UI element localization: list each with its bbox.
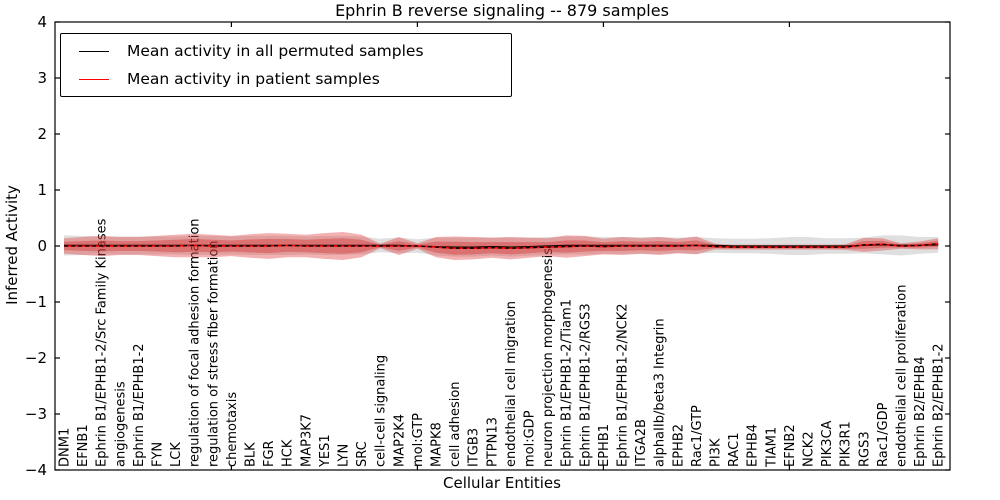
x-category-label: Ephrin B1/EPHB1-2/Tiam1 <box>560 299 575 467</box>
x-category-label: NCK2 <box>802 431 817 467</box>
x-category-label: Ephrin B2/EPHB4 <box>913 356 928 467</box>
x-category-label: PTPN13 <box>485 417 500 467</box>
x-category-label: RGS3 <box>857 431 872 467</box>
x-category-label: Ephrin B1/EPHB1-2/Src Family Kinases <box>95 218 110 467</box>
x-category-label: TIAM1 <box>764 427 779 468</box>
x-category-label: EPHB4 <box>746 424 761 467</box>
x-category-label: LYN <box>337 444 352 467</box>
legend-entry-permuted: Mean activity in all permuted samples <box>75 40 511 62</box>
y-tick-label: 1 <box>37 181 47 199</box>
x-category-label: SRC <box>355 441 370 467</box>
x-category-label: Rac1/GTP <box>690 405 705 467</box>
x-category-label: YES1 <box>318 434 333 468</box>
x-category-label: neuron projection morphogenesis <box>541 248 556 467</box>
x-category-label: Ephrin B1/EPHB1-2/RGS3 <box>578 303 593 467</box>
x-category-label: cell-cell signaling <box>374 355 389 467</box>
legend: Mean activity in all permuted samples Me… <box>60 33 512 97</box>
x-category-label: endothelial cell migration <box>504 301 519 467</box>
x-category-label: chemotaxis <box>225 392 240 467</box>
x-category-label: EFNB1 <box>76 424 91 467</box>
x-category-label: EPHB1 <box>597 424 612 467</box>
x-category-label: FGR <box>262 440 277 467</box>
chart-title: Ephrin B reverse signaling -- 879 sample… <box>335 1 669 20</box>
y-tick-label: 4 <box>37 13 47 31</box>
dashed-overlay-line <box>64 243 939 249</box>
y-axis-title: Inferred Activity <box>3 185 21 305</box>
x-category-label: regulation of focal adhesion formation <box>188 218 203 467</box>
permuted-line-swatch-icon <box>79 50 109 52</box>
x-category-label: EFNB2 <box>783 424 798 467</box>
x-category-label: FYN <box>151 442 166 467</box>
x-category-label: regulation of stress fiber formation <box>206 240 221 467</box>
y-tick-label: 3 <box>37 69 47 87</box>
x-category-label: DNM1 <box>58 428 73 467</box>
x-category-label: BLK <box>244 442 259 467</box>
x-category-label: EPHB2 <box>671 424 686 467</box>
y-tick-label: −1 <box>25 293 47 311</box>
x-category-label: Ephrin B1/EPHB1-2 <box>132 343 147 467</box>
y-tick-label: −2 <box>25 349 47 367</box>
patient-line-swatch-icon <box>79 78 109 80</box>
y-tick-label: 0 <box>37 237 47 255</box>
legend-entry-patient: Mean activity in patient samples <box>75 68 511 90</box>
x-category-label: ITGB3 <box>467 428 482 467</box>
legend-label-patient: Mean activity in patient samples <box>127 70 380 88</box>
x-category-label: alphaIIb/beta3 Integrin <box>653 318 668 467</box>
x-category-label: Ephrin B1/EPHB1-2/NCK2 <box>616 303 631 467</box>
x-category-label: MAP3K7 <box>299 414 314 467</box>
x-category-label: ITGA2B <box>634 419 649 467</box>
legend-label-permuted: Mean activity in all permuted samples <box>127 42 424 60</box>
x-category-label: PIK3R1 <box>839 421 854 467</box>
x-category-label: PIK3CA <box>820 420 835 467</box>
permuted-std-band <box>64 235 939 257</box>
y-tick-label: 2 <box>37 125 47 143</box>
x-category-label: Rac1/GDP <box>876 402 891 467</box>
x-category-label: RAC1 <box>727 432 742 467</box>
y-tick-label: −3 <box>25 405 47 423</box>
x-category-label: Ephrin B2/EPHB1-2 <box>932 343 947 467</box>
x-category-label: mol:GTP <box>411 413 426 467</box>
x-category-label: cell adhesion <box>448 381 463 467</box>
patient-std-band <box>64 232 939 260</box>
x-category-label: LCK <box>169 442 184 467</box>
x-category-label: mol:GDP <box>523 410 538 467</box>
x-category-label: MAPK8 <box>430 422 445 467</box>
y-tick-label: −4 <box>25 461 47 479</box>
x-category-label: angiogenesis <box>113 381 128 467</box>
x-category-label: endothelial cell proliferation <box>895 285 910 468</box>
x-category-label: PI3K <box>709 438 724 467</box>
x-category-label: MAP2K4 <box>392 414 407 467</box>
x-category-label: HCK <box>281 439 296 467</box>
x-axis-title: Cellular Entities <box>443 474 561 492</box>
